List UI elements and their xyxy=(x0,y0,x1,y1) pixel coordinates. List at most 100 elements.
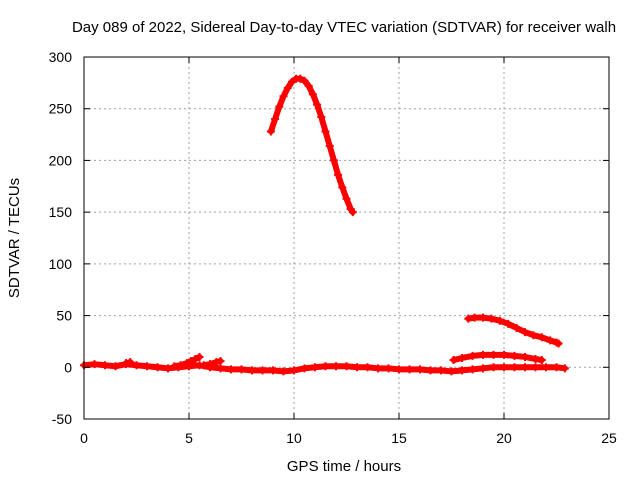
data-point xyxy=(216,364,225,373)
data-point xyxy=(487,314,496,323)
data-point xyxy=(212,358,221,367)
data-point xyxy=(313,100,322,109)
data-point xyxy=(374,364,382,373)
y-tick-label: 150 xyxy=(49,204,73,220)
data-point xyxy=(206,360,214,369)
data-point xyxy=(271,115,280,124)
data-point xyxy=(468,365,477,374)
data-point xyxy=(187,357,196,366)
data-point xyxy=(300,76,309,85)
data-point xyxy=(269,366,277,375)
data-point xyxy=(191,355,200,364)
data-point xyxy=(321,127,330,136)
data-point xyxy=(317,112,326,121)
data-point xyxy=(395,365,403,374)
data-point xyxy=(384,364,393,373)
y-tick-label: 200 xyxy=(49,152,73,168)
data-point xyxy=(153,363,162,372)
data-point xyxy=(325,141,334,150)
data-point xyxy=(521,352,529,361)
y-axis-title: SDTVAR / TECUs xyxy=(6,178,23,298)
data-point xyxy=(546,336,555,345)
data-point xyxy=(132,361,141,370)
y-tick-label: 0 xyxy=(64,359,72,375)
x-tick-label: 0 xyxy=(80,430,88,446)
data-point xyxy=(308,90,317,99)
data-point xyxy=(529,331,538,340)
data-point xyxy=(195,352,204,361)
data-point xyxy=(199,361,208,370)
data-point xyxy=(504,319,513,328)
data-point xyxy=(479,313,487,322)
data-point xyxy=(500,350,508,359)
data-point xyxy=(363,363,372,372)
data-point xyxy=(216,357,225,366)
data-point xyxy=(258,366,267,375)
data-point xyxy=(321,362,330,371)
data-point xyxy=(405,365,414,374)
series-late-arc-high xyxy=(464,313,563,348)
data-point xyxy=(495,316,504,325)
axis-ticks: 0 5 10 15 20 25 -50 0 50 100 150 200 250 300 xyxy=(49,49,617,446)
data-point xyxy=(416,365,424,374)
x-tick-label: 25 xyxy=(601,430,617,446)
y-tick-label: 250 xyxy=(49,101,73,117)
data-point xyxy=(521,328,529,337)
y-tick-label: 100 xyxy=(49,256,73,272)
data-point xyxy=(489,363,498,372)
data-point xyxy=(296,74,305,83)
plot-frame xyxy=(83,56,610,420)
x-tick-label: 10 xyxy=(286,430,302,446)
data-point xyxy=(342,362,351,371)
data-point xyxy=(227,365,235,374)
series-short-arc-3 xyxy=(122,358,135,368)
data-point xyxy=(521,363,529,372)
data-point xyxy=(283,84,292,93)
x-axis-title: GPS time / hours xyxy=(287,458,401,475)
data-point xyxy=(237,365,246,374)
data-point xyxy=(329,156,338,165)
data-point xyxy=(537,333,546,342)
data-point xyxy=(512,323,521,332)
data-point xyxy=(489,350,498,359)
data-point xyxy=(279,92,288,101)
data-point xyxy=(248,366,256,375)
data-point xyxy=(458,353,466,362)
series-short-arc-1 xyxy=(170,352,204,371)
data-point xyxy=(426,366,435,375)
data-point xyxy=(554,339,563,348)
series-late-arc-mid xyxy=(449,350,546,365)
series-baseline-track xyxy=(80,360,569,376)
data-point xyxy=(290,366,298,375)
data-point xyxy=(468,351,477,360)
data-point xyxy=(537,356,546,365)
data-point xyxy=(304,81,313,90)
data-point xyxy=(542,363,550,372)
series-short-arc-2 xyxy=(199,357,225,370)
data-point xyxy=(287,77,296,86)
data-point xyxy=(143,362,151,371)
data-point xyxy=(531,355,540,364)
x-tick-label: 5 xyxy=(185,430,193,446)
data-point xyxy=(531,363,540,372)
data-point xyxy=(447,367,456,376)
data-point xyxy=(266,127,275,136)
y-tick-label: 50 xyxy=(56,308,72,324)
chart-title: Day 089 of 2022, Sidereal Day-to-day VTE… xyxy=(72,19,616,36)
data-point xyxy=(500,363,508,372)
data-point xyxy=(122,359,130,368)
data-point xyxy=(479,364,487,373)
data-point xyxy=(275,102,284,111)
data-point xyxy=(334,170,343,179)
data-point xyxy=(437,366,445,375)
data-point xyxy=(560,364,569,373)
data-point xyxy=(342,194,351,203)
y-tick-label: -50 xyxy=(52,411,72,427)
data-point xyxy=(458,366,466,375)
data-point xyxy=(353,363,361,372)
data-point xyxy=(449,356,458,365)
data-point xyxy=(332,362,340,371)
data-point xyxy=(479,350,487,359)
